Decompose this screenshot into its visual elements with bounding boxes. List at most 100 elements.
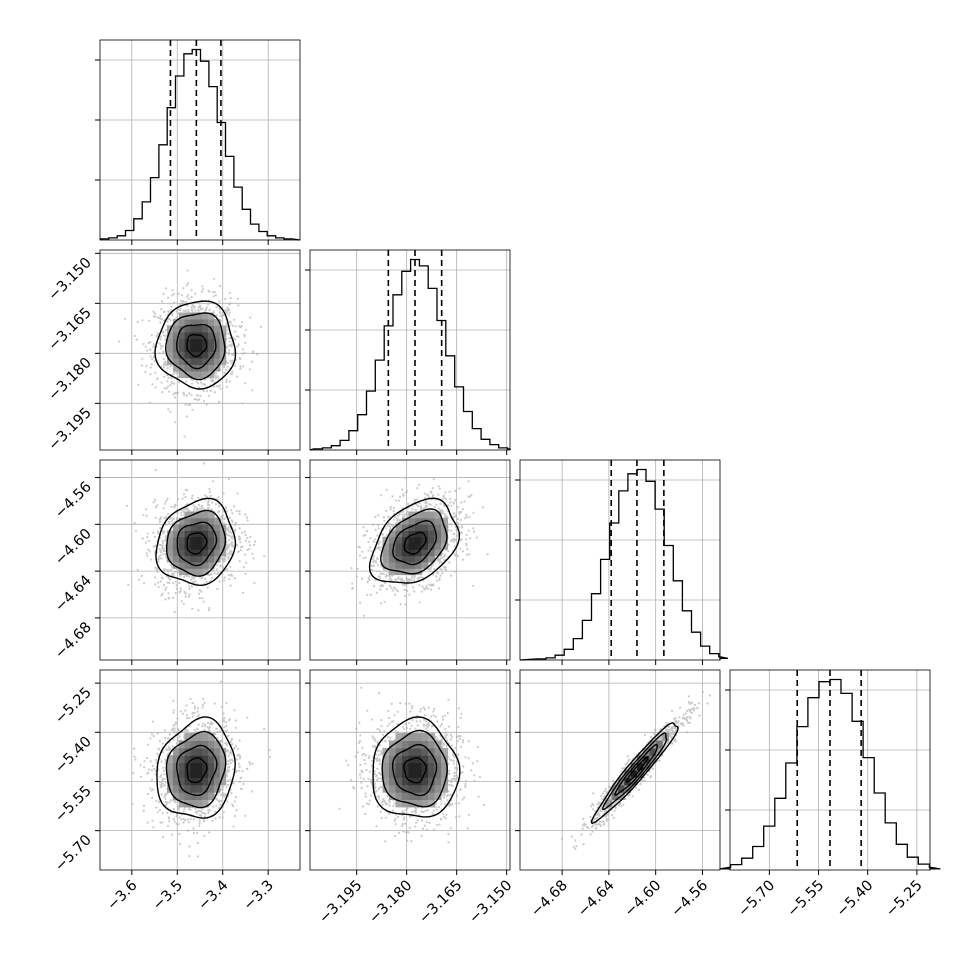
density-cell — [382, 555, 390, 563]
density-cell — [421, 755, 429, 764]
density-cell — [190, 536, 197, 544]
density-cell — [202, 524, 209, 531]
x-tick-label: −4.60 — [622, 878, 665, 921]
x-tick-label: −3.165 — [416, 878, 465, 927]
density-cell — [402, 517, 409, 525]
density-cell — [202, 799, 209, 808]
density-cell — [167, 332, 174, 339]
density-cell — [202, 530, 209, 538]
density-cell — [643, 762, 651, 771]
density-cell — [190, 792, 197, 800]
y-tick-label: −4.56 — [52, 479, 95, 522]
density-cell — [219, 549, 227, 557]
density-cell — [421, 530, 429, 538]
density-cell — [428, 524, 435, 531]
contour-3 — [155, 497, 237, 587]
density-cell — [395, 770, 403, 778]
density-cell — [428, 747, 435, 756]
density-cell — [219, 777, 227, 786]
density-cell — [421, 543, 429, 550]
contour-1 — [392, 520, 437, 566]
contour-2 — [165, 730, 227, 809]
density-cell — [434, 792, 442, 800]
density-cell — [190, 770, 197, 778]
density-cell — [214, 319, 221, 326]
density-cell — [434, 517, 442, 525]
density-cell — [434, 777, 442, 786]
density-cell — [178, 799, 186, 808]
density-cell — [415, 762, 422, 771]
density-cell — [395, 747, 403, 756]
density-cell — [208, 762, 215, 771]
density-cell — [395, 524, 403, 531]
density-cell — [178, 338, 186, 346]
density-cell — [190, 762, 197, 771]
density-cell — [184, 747, 191, 756]
density-cell — [219, 543, 227, 550]
density-cell — [196, 338, 203, 346]
density-cell — [441, 784, 448, 793]
density-cell — [214, 755, 221, 764]
density-cell — [408, 568, 416, 576]
density-cell — [382, 770, 390, 778]
density-cell — [167, 777, 174, 786]
y-tick-label: −3.150 — [46, 255, 95, 304]
density-cell — [402, 747, 409, 756]
density-cell — [196, 555, 203, 563]
density-cell — [428, 530, 435, 538]
density-cell — [184, 740, 191, 749]
density-cell — [202, 733, 209, 741]
density-cell — [395, 799, 403, 808]
density-cell — [624, 784, 632, 793]
density-cell — [408, 733, 416, 741]
density-cell — [408, 530, 416, 538]
density-cell — [178, 358, 186, 365]
density-cell — [202, 549, 209, 557]
density-cell — [172, 345, 180, 352]
density-cell — [190, 338, 197, 346]
density-cell — [428, 784, 435, 793]
density-cell — [184, 358, 191, 365]
contour-2 — [164, 312, 226, 381]
density-cell — [415, 747, 422, 756]
density-cell — [190, 740, 197, 749]
density-cell — [389, 555, 396, 563]
density-cell — [649, 747, 657, 756]
density-cell — [202, 358, 209, 365]
panel-frame — [309, 249, 511, 451]
density-cell — [178, 562, 186, 569]
density-cell — [167, 770, 174, 778]
density-cell — [421, 555, 429, 563]
contour-1 — [614, 743, 658, 796]
density-cell — [415, 568, 422, 576]
density-cell — [214, 770, 221, 778]
density-cell — [415, 792, 422, 800]
density-cell — [178, 371, 186, 378]
density-cell — [172, 549, 180, 557]
density-cell — [415, 562, 422, 569]
x-tick-label: −3.5 — [150, 878, 186, 914]
density-cell — [178, 549, 186, 557]
density-cell — [178, 345, 186, 352]
density-cell — [434, 543, 442, 550]
density-cell — [415, 517, 422, 525]
density-cell — [428, 543, 435, 550]
density-cell — [395, 755, 403, 764]
density-cell — [190, 319, 197, 326]
density-cell — [428, 792, 435, 800]
density-cell — [184, 530, 191, 538]
density-cell — [605, 799, 613, 808]
density-cell — [421, 536, 429, 544]
density-cell — [178, 319, 186, 326]
density-cell — [441, 747, 448, 756]
density-cell — [402, 568, 409, 576]
density-cell — [184, 351, 191, 359]
density-cell — [434, 770, 442, 778]
density-cell — [196, 762, 203, 771]
density-cell — [428, 555, 435, 563]
density-cell — [196, 319, 203, 326]
density-cell — [214, 325, 221, 333]
density-cell — [434, 511, 442, 519]
contour-3 — [372, 716, 461, 818]
density-cell — [196, 770, 203, 778]
